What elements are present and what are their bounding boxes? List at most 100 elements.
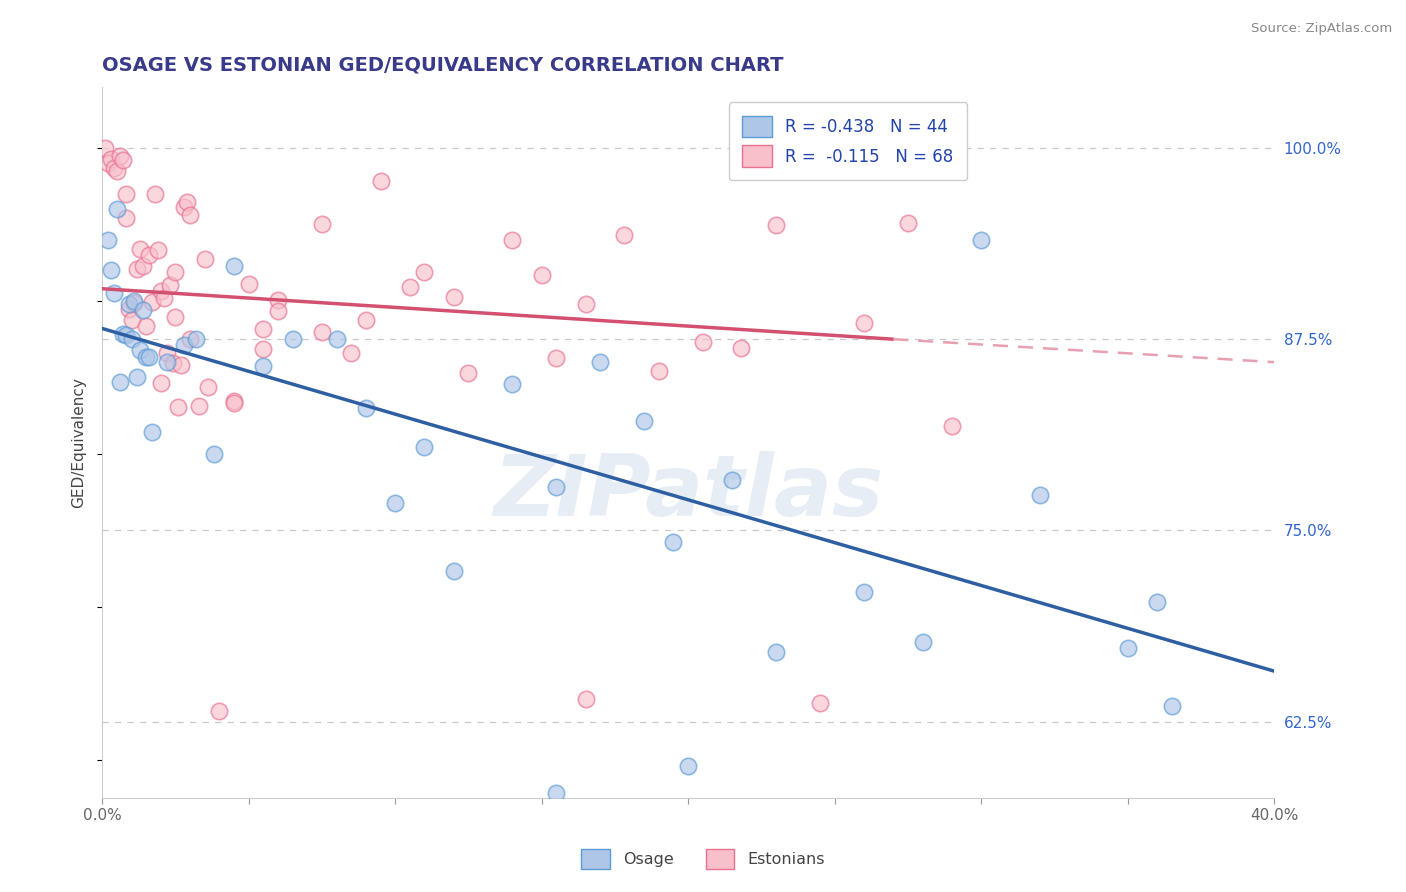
- Point: [648, 364, 671, 378]
- Point: [202, 447, 225, 461]
- Point: [143, 187, 166, 202]
- Point: [132, 302, 155, 317]
- Point: [135, 351, 157, 365]
- Point: [94, 141, 117, 155]
- Point: [1116, 641, 1139, 656]
- Point: [105, 164, 128, 178]
- Point: [354, 313, 377, 327]
- Point: [267, 293, 290, 307]
- Point: [730, 341, 752, 355]
- Point: [105, 202, 128, 216]
- Point: [970, 233, 993, 247]
- Point: [546, 351, 568, 365]
- Point: [108, 148, 131, 162]
- Point: [117, 301, 139, 316]
- Point: [149, 376, 172, 390]
- Point: [156, 355, 179, 369]
- Point: [676, 759, 699, 773]
- Point: [354, 401, 377, 416]
- Point: [138, 248, 160, 262]
- Point: [692, 334, 714, 349]
- Point: [1160, 699, 1182, 714]
- Point: [114, 328, 136, 343]
- Point: [808, 696, 831, 710]
- Point: [124, 296, 146, 310]
- Text: ZIPatlas: ZIPatlas: [494, 450, 883, 533]
- Point: [501, 233, 523, 247]
- Point: [501, 377, 523, 392]
- Point: [179, 332, 201, 346]
- Point: [114, 211, 136, 225]
- Point: [114, 186, 136, 201]
- Point: [208, 704, 231, 718]
- Point: [111, 153, 134, 168]
- Point: [398, 280, 420, 294]
- Point: [340, 346, 363, 360]
- Point: [100, 152, 122, 166]
- Point: [127, 370, 149, 384]
- Point: [141, 425, 163, 439]
- Point: [100, 263, 122, 277]
- Point: [194, 252, 217, 267]
- Point: [575, 691, 598, 706]
- Point: [187, 399, 209, 413]
- Point: [173, 338, 195, 352]
- Point: [117, 297, 139, 311]
- Point: [765, 218, 787, 232]
- Point: [443, 564, 465, 578]
- Point: [159, 278, 181, 293]
- Point: [852, 584, 875, 599]
- Point: [138, 350, 160, 364]
- Point: [941, 418, 963, 433]
- Point: [546, 480, 568, 494]
- Point: [252, 322, 274, 336]
- Point: [613, 227, 636, 242]
- Point: [267, 304, 290, 318]
- Point: [129, 343, 152, 358]
- Point: [252, 343, 274, 357]
- Point: [173, 200, 195, 214]
- Point: [162, 356, 184, 370]
- Point: [765, 645, 787, 659]
- Point: [222, 259, 245, 273]
- Point: [281, 332, 304, 346]
- Point: [911, 635, 934, 649]
- Point: [222, 393, 245, 408]
- Point: [170, 358, 193, 372]
- Point: [222, 396, 245, 410]
- Point: [589, 355, 612, 369]
- Point: [179, 208, 201, 222]
- Point: [384, 496, 406, 510]
- Point: [1146, 595, 1168, 609]
- Point: [530, 268, 553, 282]
- Point: [152, 291, 174, 305]
- Point: [457, 366, 479, 380]
- Point: [141, 294, 163, 309]
- Point: [146, 244, 169, 258]
- Point: [413, 441, 436, 455]
- Point: [311, 217, 333, 231]
- Y-axis label: GED/Equivalency: GED/Equivalency: [72, 377, 86, 508]
- Legend: Osage, Estonians: Osage, Estonians: [575, 843, 831, 875]
- Point: [252, 359, 274, 373]
- Point: [167, 400, 190, 414]
- Point: [370, 174, 392, 188]
- Point: [149, 285, 172, 299]
- Point: [124, 294, 146, 309]
- Point: [238, 277, 260, 291]
- Point: [135, 319, 157, 334]
- Point: [546, 787, 568, 801]
- Point: [121, 312, 143, 326]
- Point: [633, 414, 655, 428]
- Point: [662, 534, 685, 549]
- Point: [197, 380, 219, 394]
- Point: [111, 327, 134, 342]
- Text: Source: ZipAtlas.com: Source: ZipAtlas.com: [1251, 22, 1392, 36]
- Point: [97, 233, 120, 247]
- Point: [156, 346, 179, 360]
- Point: [1028, 487, 1050, 501]
- Point: [443, 290, 465, 304]
- Text: OSAGE VS ESTONIAN GED/EQUIVALENCY CORRELATION CHART: OSAGE VS ESTONIAN GED/EQUIVALENCY CORREL…: [103, 55, 783, 74]
- Point: [103, 161, 125, 175]
- Point: [852, 316, 875, 330]
